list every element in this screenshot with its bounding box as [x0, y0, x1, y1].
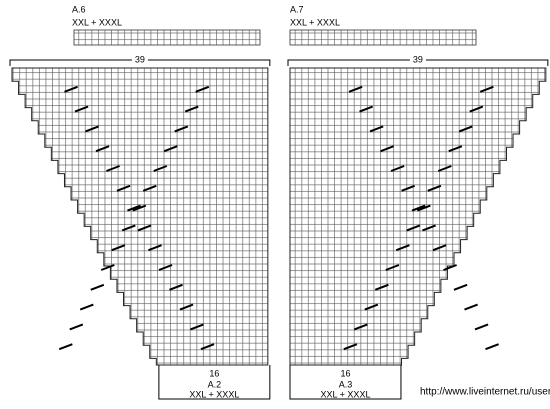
mini-grid: [289, 29, 477, 46]
bottom-label: A.2: [208, 379, 222, 389]
decrease-mark: [432, 244, 447, 252]
bottom-size: XXL + XXXL: [189, 389, 239, 399]
watermark: http://www.liveinternet.ru/users/russa_n…: [420, 387, 550, 398]
decrease-mark: [479, 85, 494, 93]
decrease-mark: [100, 264, 115, 271]
width-count: 39: [413, 54, 423, 64]
decrease-mark: [179, 303, 194, 311]
decrease-mark: [158, 264, 173, 271]
decrease-mark: [474, 323, 489, 331]
decrease-mark: [69, 323, 84, 331]
decrease-mark: [427, 184, 442, 192]
decrease-mark: [469, 105, 484, 113]
chart-grid: [289, 67, 547, 366]
decrease-mark: [374, 283, 389, 291]
bottom-bracket: [289, 365, 402, 400]
decrease-mark: [132, 204, 147, 212]
decrease-mark: [369, 125, 384, 133]
decrease-mark: [422, 224, 436, 232]
chart-grid: [11, 67, 269, 366]
chart-title: A.7: [290, 4, 304, 14]
decrease-mark: [485, 343, 499, 351]
decrease-mark: [127, 204, 141, 212]
decrease-mark: [79, 303, 94, 311]
decrease-mark: [395, 244, 410, 252]
decrease-mark: [390, 165, 405, 172]
decrease-mark: [163, 145, 178, 153]
decrease-mark: [95, 145, 110, 153]
decrease-mark: [411, 204, 426, 212]
decrease-mark: [174, 125, 189, 133]
decrease-mark: [190, 323, 204, 331]
label-bg: [409, 54, 426, 66]
decrease-mark: [385, 264, 400, 271]
decrease-mark: [106, 165, 120, 172]
decrease-mark: [85, 125, 99, 133]
decrease-mark: [121, 224, 136, 232]
decrease-mark: [137, 224, 152, 232]
label-bg: [131, 54, 148, 66]
decrease-mark: [200, 343, 215, 351]
decrease-mark: [169, 283, 183, 291]
decrease-mark: [453, 283, 468, 291]
decrease-mark: [148, 244, 162, 252]
decrease-mark: [380, 145, 395, 153]
size-label: XXL + XXXL: [290, 17, 340, 27]
bottom-count: 16: [340, 368, 350, 378]
decrease-mark: [142, 184, 157, 192]
width-count: 39: [135, 54, 145, 64]
mini-grid: [73, 29, 261, 46]
decrease-mark: [348, 85, 363, 93]
decrease-mark: [64, 85, 78, 93]
bottom-bracket: [158, 365, 271, 400]
decrease-mark: [116, 184, 131, 192]
size-label: XXL + XXXL: [72, 17, 122, 27]
decrease-mark: [406, 224, 421, 232]
decrease-mark: [153, 165, 168, 172]
decrease-mark: [458, 125, 473, 133]
decrease-mark: [416, 204, 431, 212]
decrease-mark: [437, 165, 452, 172]
decrease-mark: [448, 145, 463, 153]
decrease-mark: [184, 105, 199, 113]
decrease-mark: [58, 343, 73, 351]
decrease-mark: [464, 303, 478, 311]
decrease-mark: [353, 323, 368, 331]
bottom-label: A.3: [339, 379, 353, 389]
decrease-mark: [364, 303, 379, 311]
bottom-count: 16: [209, 368, 219, 378]
decrease-mark: [111, 244, 126, 252]
decrease-mark: [343, 343, 358, 351]
bottom-size: XXL + XXXL: [321, 389, 371, 399]
decrease-mark: [401, 184, 415, 192]
decrease-mark: [90, 283, 105, 291]
chart-title: A.6: [72, 4, 86, 14]
decrease-mark: [443, 264, 457, 271]
decrease-mark: [74, 105, 89, 113]
decrease-mark: [359, 105, 374, 113]
decrease-mark: [195, 85, 210, 93]
